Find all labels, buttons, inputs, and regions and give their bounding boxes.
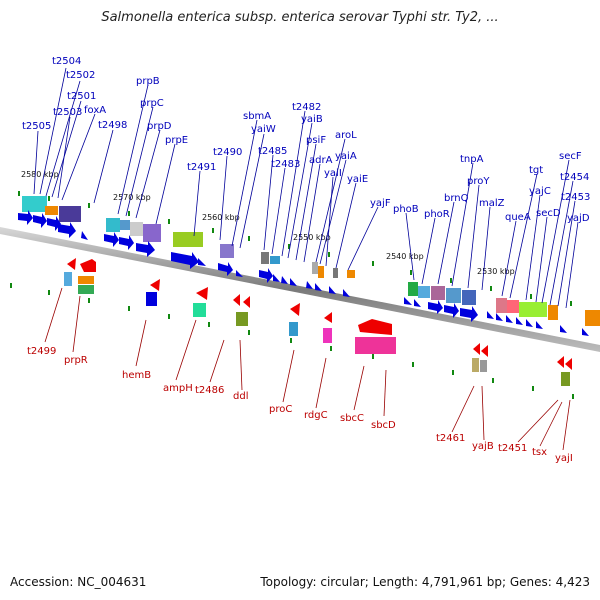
gene-label-t2505[interactable]: t2505	[22, 121, 51, 132]
bottom-ticks	[10, 283, 574, 399]
gene-label-rdgC[interactable]: rdgC	[304, 410, 328, 421]
top-ticks	[18, 191, 572, 306]
gene-label-t2454[interactable]: t2454	[560, 172, 589, 183]
gene-label-t2483[interactable]: t2483	[271, 159, 300, 170]
gene-label-yaiA[interactable]: yaiA	[335, 151, 357, 162]
gene-label-ddl[interactable]: ddl	[233, 391, 248, 402]
gene-label-ampH[interactable]: ampH	[163, 383, 193, 394]
gene-label-psiF[interactable]: psiF	[306, 135, 326, 146]
top-feature-boxes	[22, 196, 600, 326]
gene-label-secD[interactable]: secD	[536, 208, 561, 219]
gene-label-yaiI[interactable]: yaiI	[324, 168, 342, 179]
gene-label-yaiW[interactable]: yaiW	[251, 124, 276, 135]
gene-label-queA[interactable]: queA	[505, 212, 531, 223]
gene-label-prpR[interactable]: prpR	[64, 355, 88, 366]
forward-strand-arrows	[18, 210, 589, 336]
top-leader-lines	[33, 67, 579, 309]
gene-label-prpB[interactable]: prpB	[136, 76, 160, 87]
gene-label-brnQ[interactable]: brnQ	[444, 193, 469, 204]
gene-label-t2490[interactable]: t2490	[213, 147, 242, 158]
gene-label-prpD[interactable]: prpD	[147, 121, 172, 132]
gene-label-foxA[interactable]: foxA	[84, 105, 106, 116]
accession-label: Accession: NC_004631	[10, 575, 147, 589]
kbp-label-2530: 2530 kbp	[477, 267, 515, 276]
kbp-label-2570: 2570 kbp	[113, 193, 151, 202]
topology-stats: Topology: circular; Length: 4,791,961 bp…	[260, 575, 590, 589]
gene-label-yajD[interactable]: yajD	[567, 213, 590, 224]
kbp-label-2580: 2580 kbp	[21, 170, 59, 179]
gene-label-t2486[interactable]: t2486	[195, 385, 224, 396]
gene-label-phoR[interactable]: phoR	[424, 209, 450, 220]
kbp-label-2540: 2540 kbp	[386, 252, 424, 261]
gene-label-prpE[interactable]: prpE	[165, 135, 188, 146]
gene-label-yajI[interactable]: yajI	[555, 453, 573, 464]
gene-label-t2503[interactable]: t2503	[53, 107, 82, 118]
gene-label-t2451[interactable]: t2451	[498, 443, 527, 454]
gene-label-adrA[interactable]: adrA	[309, 155, 333, 166]
gene-label-hemB[interactable]: hemB	[122, 370, 151, 381]
gene-label-sbmA[interactable]: sbmA	[243, 111, 271, 122]
genome-backbone	[0, 227, 600, 352]
gene-label-aroL[interactable]: aroL	[335, 130, 357, 141]
gene-label-tsx[interactable]: tsx	[532, 447, 547, 458]
gene-label-t2482[interactable]: t2482	[292, 102, 321, 113]
gene-label-t2501[interactable]: t2501	[67, 91, 96, 102]
gene-label-t2485[interactable]: t2485	[258, 146, 287, 157]
gene-label-t2453[interactable]: t2453	[561, 192, 590, 203]
gene-label-yajC[interactable]: yajC	[529, 186, 551, 197]
gene-label-t2502[interactable]: t2502	[66, 70, 95, 81]
gene-label-t2499[interactable]: t2499	[27, 346, 56, 357]
gene-label-yajB[interactable]: yajB	[472, 441, 494, 452]
gene-label-tgt[interactable]: tgt	[529, 165, 543, 176]
gene-label-tnpA[interactable]: tnpA	[460, 154, 484, 165]
gene-label-phoB[interactable]: phoB	[393, 204, 419, 215]
kbp-label-2560: 2560 kbp	[202, 213, 240, 222]
gene-label-yaiB[interactable]: yaiB	[301, 114, 323, 125]
kbp-label-2550: 2550 kbp	[293, 233, 331, 242]
gene-label-t2461[interactable]: t2461	[436, 433, 465, 444]
gene-label-t2491[interactable]: t2491	[187, 162, 216, 173]
gene-label-sbcC[interactable]: sbcC	[340, 413, 364, 424]
organism-title: Salmonella enterica subsp. enterica sero…	[101, 10, 499, 25]
gene-label-prpC[interactable]: prpC	[140, 98, 164, 109]
gene-label-proY[interactable]: proY	[467, 176, 490, 187]
gene-label-yajF[interactable]: yajF	[370, 198, 391, 209]
gene-label-t2504[interactable]: t2504	[52, 56, 81, 67]
gene-label-proC[interactable]: proC	[269, 404, 292, 415]
gene-label-sbcD[interactable]: sbcD	[371, 420, 396, 431]
reverse-strand-arrows	[67, 258, 572, 370]
gene-label-malZ[interactable]: malZ	[479, 198, 505, 209]
bottom-leader-lines	[44, 287, 571, 451]
gene-label-t2498[interactable]: t2498	[98, 120, 127, 131]
gene-label-yaiE[interactable]: yaiE	[347, 174, 368, 185]
gene-label-secF[interactable]: secF	[559, 151, 582, 162]
bottom-feature-boxes	[64, 272, 570, 386]
